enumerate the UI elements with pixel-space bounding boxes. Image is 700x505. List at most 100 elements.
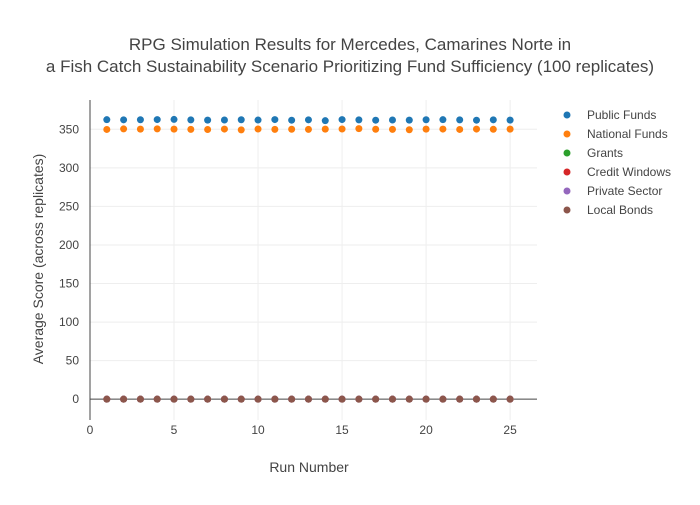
- data-point: [271, 395, 279, 403]
- data-point: [422, 116, 430, 124]
- data-point: [489, 395, 497, 403]
- data-point: [170, 125, 178, 133]
- legend-marker: [563, 206, 571, 214]
- data-point: [204, 116, 212, 124]
- data-point: [254, 116, 262, 124]
- data-point: [254, 395, 262, 403]
- legend-item[interactable]: Grants: [563, 146, 624, 160]
- data-point: [120, 116, 128, 124]
- x-tick-label: 25: [503, 423, 517, 437]
- legend-label: Public Funds: [587, 108, 656, 122]
- data-point: [237, 395, 245, 403]
- legend-marker: [563, 111, 571, 119]
- data-point: [506, 395, 514, 403]
- data-point: [288, 125, 296, 133]
- legend-item[interactable]: Private Sector: [563, 184, 663, 198]
- data-point: [237, 126, 245, 134]
- axes: 0 50 100 150 200 250 300 350 0 5 10 15 20 25: [59, 100, 537, 437]
- data-point: [388, 125, 396, 133]
- series-national-funds: [103, 125, 514, 134]
- data-point: [321, 117, 329, 125]
- data-point: [439, 116, 447, 124]
- data-point: [388, 116, 396, 124]
- data-point: [220, 395, 228, 403]
- y-tick-label: 50: [66, 354, 80, 368]
- data-point: [187, 395, 195, 403]
- grid-lines: [90, 100, 537, 420]
- data-point: [489, 125, 497, 133]
- legend-label: Credit Windows: [587, 165, 671, 179]
- data-point: [153, 395, 161, 403]
- chart-title: RPG Simulation Results for Mercedes, Cam…: [129, 35, 571, 54]
- data-point: [271, 125, 279, 133]
- y-tick-label: 300: [59, 161, 79, 175]
- data-point: [338, 125, 346, 133]
- data-point: [355, 125, 363, 133]
- data-point: [170, 115, 178, 123]
- data-point: [187, 125, 195, 133]
- x-tick-label: 10: [251, 423, 265, 437]
- data-point: [372, 395, 380, 403]
- legend-item[interactable]: Public Funds: [563, 108, 657, 122]
- data-point: [304, 116, 312, 124]
- x-tick-label: 15: [335, 423, 349, 437]
- data-point: [220, 125, 228, 133]
- data-point: [288, 116, 296, 124]
- data-point: [153, 116, 161, 124]
- data-point: [136, 125, 144, 133]
- legend-marker: [563, 149, 571, 157]
- legend-marker: [563, 168, 571, 176]
- data-point: [204, 126, 212, 134]
- data-point: [304, 395, 312, 403]
- y-tick-label: 0: [72, 392, 79, 406]
- legend-marker: [563, 187, 571, 195]
- y-tick-label: 150: [59, 277, 79, 291]
- data-point: [372, 116, 380, 124]
- data-point: [120, 395, 128, 403]
- data-point: [288, 395, 296, 403]
- legend-label: Grants: [587, 146, 623, 160]
- data-point: [405, 116, 413, 124]
- data-point: [103, 395, 111, 403]
- data-point: [439, 395, 447, 403]
- data-point: [120, 125, 128, 133]
- data-point: [405, 395, 413, 403]
- data-point: [187, 116, 195, 124]
- data-point: [372, 125, 380, 133]
- data-point: [473, 125, 481, 133]
- series-public-funds: [103, 115, 514, 125]
- x-axis-label: Run Number: [269, 459, 349, 475]
- legend-item[interactable]: National Funds: [563, 127, 668, 141]
- data-point: [422, 395, 430, 403]
- data-point: [473, 116, 481, 124]
- data-point: [103, 116, 111, 124]
- data-points: [103, 115, 514, 403]
- data-point: [456, 125, 464, 133]
- data-point: [355, 116, 363, 124]
- legend-item[interactable]: Local Bonds: [563, 203, 654, 217]
- data-point: [506, 116, 514, 124]
- y-tick-label: 350: [59, 122, 79, 136]
- legend-marker: [563, 130, 571, 138]
- legend-item[interactable]: Credit Windows: [563, 165, 672, 179]
- series-local-bonds: [103, 395, 514, 403]
- data-point: [254, 125, 262, 133]
- legend-label: Local Bonds: [587, 203, 653, 217]
- data-point: [170, 395, 178, 403]
- data-point: [204, 395, 212, 403]
- x-tick-label: 5: [171, 423, 178, 437]
- data-point: [506, 125, 514, 133]
- legend-label: Private Sector: [587, 184, 662, 198]
- data-point: [489, 116, 497, 124]
- data-point: [136, 395, 144, 403]
- data-point: [456, 395, 464, 403]
- data-point: [456, 116, 464, 124]
- legend: Public Funds National Funds Grants Credit W…: [563, 108, 672, 217]
- x-tick-label: 20: [419, 423, 433, 437]
- data-point: [271, 116, 279, 124]
- data-point: [103, 125, 111, 133]
- data-point: [321, 395, 329, 403]
- y-tick-label: 100: [59, 315, 79, 329]
